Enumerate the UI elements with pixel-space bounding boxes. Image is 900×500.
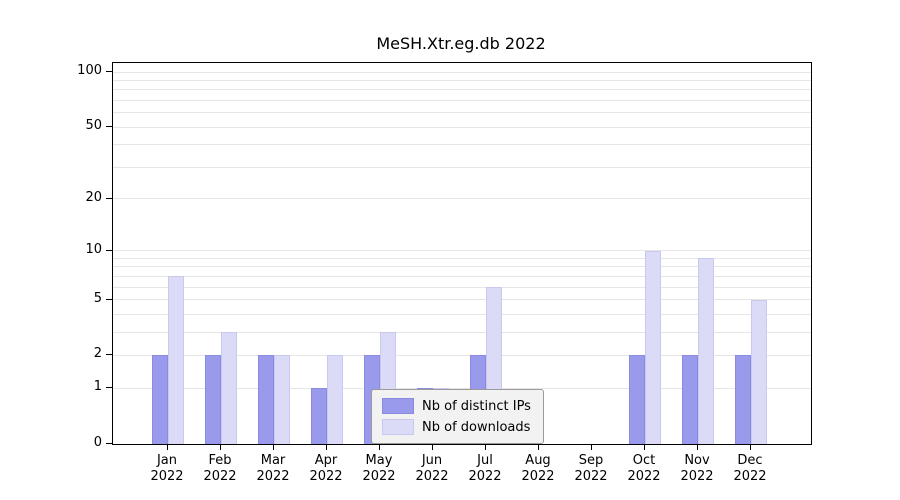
- legend-label-distinct-ips: Nb of distinct IPs: [422, 398, 531, 414]
- gridline: [113, 266, 811, 268]
- x-tick-label: Apr 2022: [309, 453, 343, 484]
- bar-downloads: [698, 258, 714, 444]
- plot-area: Nb of distinct IPs Nb of downloads: [112, 62, 812, 445]
- x-tick-label: Dec 2022: [733, 453, 767, 484]
- bar-downloads: [645, 250, 661, 444]
- legend-swatch-downloads: [382, 419, 414, 435]
- y-tick-label: 5: [93, 290, 102, 306]
- bar-distinct-ips: [258, 355, 274, 444]
- bar-downloads: [327, 355, 343, 444]
- x-tick-mark: [591, 444, 592, 450]
- bar-distinct-ips: [311, 388, 327, 444]
- x-tick-mark: [273, 444, 274, 450]
- gridline: [113, 286, 811, 288]
- y-tick-mark: [106, 197, 112, 199]
- gridline: [113, 354, 811, 356]
- gridline: [113, 257, 811, 259]
- y-tick-label: 100: [77, 63, 102, 78]
- bar-downloads: [168, 276, 184, 444]
- y-tick-mark: [106, 249, 112, 251]
- legend-item-distinct-ips: Nb of distinct IPs: [382, 398, 531, 414]
- x-tick-label: Jan 2022: [150, 453, 184, 484]
- y-tick-label: 20: [85, 189, 102, 205]
- y-tick-mark: [106, 354, 112, 356]
- bar-distinct-ips: [205, 355, 221, 444]
- gridline: [113, 126, 811, 128]
- y-tick-mark: [106, 443, 112, 444]
- x-tick-label: Sep 2022: [574, 453, 608, 484]
- x-tick-label: Nov 2022: [680, 453, 714, 484]
- bar-distinct-ips: [629, 355, 645, 444]
- gridline: [113, 198, 811, 200]
- x-tick-mark: [538, 444, 539, 450]
- gridline: [113, 299, 811, 301]
- gridline: [113, 331, 811, 333]
- x-tick-label: Aug 2022: [521, 453, 555, 484]
- x-tick-mark: [167, 444, 168, 450]
- gridline: [113, 89, 811, 91]
- gridline: [113, 112, 811, 114]
- gridline: [113, 144, 811, 146]
- x-tick-mark: [697, 444, 698, 450]
- gridline: [113, 313, 811, 315]
- x-tick-label: Oct 2022: [627, 453, 661, 484]
- gridline: [113, 387, 811, 389]
- gridline: [113, 250, 811, 252]
- x-tick-mark: [379, 444, 380, 450]
- x-tick-mark: [326, 444, 327, 450]
- y-tick-label: 1: [93, 379, 102, 395]
- x-tick-mark: [220, 444, 221, 450]
- y-tick-mark: [106, 387, 112, 389]
- x-tick-mark: [644, 444, 645, 450]
- y-tick-label: 50: [85, 118, 102, 134]
- bar-downloads: [221, 332, 237, 444]
- legend: Nb of distinct IPs Nb of downloads: [371, 389, 544, 444]
- legend-item-downloads: Nb of downloads: [382, 419, 531, 435]
- bar-distinct-ips: [735, 355, 751, 444]
- x-tick-mark: [750, 444, 751, 450]
- bar-downloads: [751, 299, 767, 444]
- y-tick-mark: [106, 126, 112, 128]
- gridline: [113, 79, 811, 81]
- gridline: [113, 99, 811, 101]
- bar-distinct-ips: [152, 355, 168, 444]
- y-tick-label: 10: [85, 241, 102, 257]
- legend-label-downloads: Nb of downloads: [422, 419, 531, 435]
- x-tick-label: Mar 2022: [256, 453, 290, 484]
- gridline: [113, 275, 811, 277]
- gridline: [113, 71, 811, 73]
- y-tick-label: 2: [93, 346, 102, 362]
- x-tick-mark: [432, 444, 433, 450]
- gridline: [113, 166, 811, 168]
- chart-title: MeSH.Xtr.eg.db 2022: [376, 34, 546, 53]
- bar-distinct-ips: [682, 355, 698, 444]
- bar-downloads: [274, 355, 290, 444]
- y-tick-label: 0: [93, 435, 102, 450]
- y-tick-mark: [106, 298, 112, 300]
- x-tick-mark: [485, 444, 486, 450]
- x-tick-label: Feb 2022: [203, 453, 237, 484]
- x-tick-label: Jun 2022: [415, 453, 449, 484]
- y-tick-mark: [106, 71, 112, 72]
- x-tick-label: May 2022: [362, 453, 396, 484]
- legend-swatch-distinct-ips: [382, 398, 414, 414]
- x-tick-label: Jul 2022: [468, 453, 502, 484]
